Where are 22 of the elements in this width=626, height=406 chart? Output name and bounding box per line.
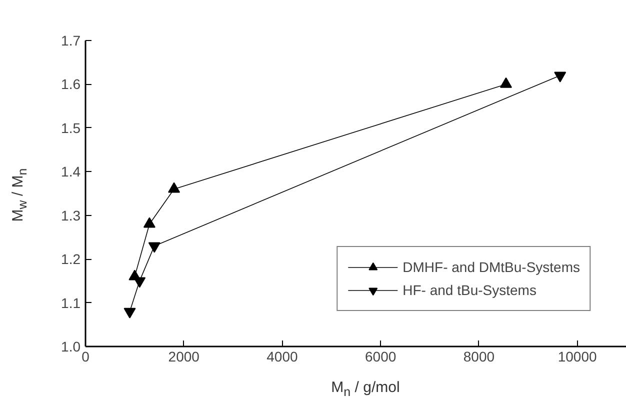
y-tick-label: 1.6 [61,76,81,92]
point [134,277,146,288]
y-tick-label: 1.5 [61,120,81,136]
y-tick-label: 1.3 [61,207,81,224]
legend-label: DMHF- and DMtBu-Systems [402,259,580,275]
point [500,77,512,88]
y-tick-label: 1.2 [61,251,81,268]
x-tick-label: 0 [82,348,90,364]
x-tick-label: 10000 [558,348,597,364]
x-tick-label: 8000 [463,348,495,364]
y-tick-label: 1.0 [61,338,81,354]
point [148,242,160,253]
legend-label: HF- and tBu-Systems [402,282,536,298]
x-tick-label: 6000 [365,348,396,364]
y-tick-label: 1.1 [61,294,81,311]
point [168,182,180,193]
x-tick-label: 2000 [168,348,200,364]
y-tick-label: 1.7 [61,32,81,48]
x-tick-label: 4000 [266,348,298,364]
y-tick-label: 1.4 [61,164,81,180]
x-axis-title: M$_{n}$ / g/mol [330,378,401,401]
point [124,308,136,318]
